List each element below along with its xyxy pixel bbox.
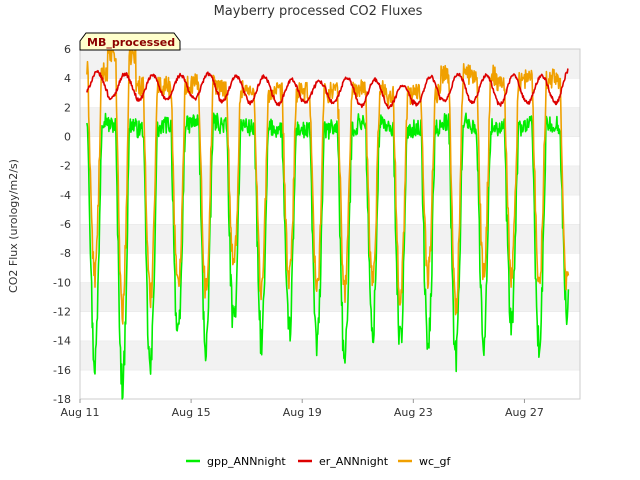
grid-band — [80, 165, 580, 195]
legend-entry: er_ANNnight — [319, 455, 389, 468]
y-tick-label: -8 — [60, 247, 71, 260]
y-tick-label: 6 — [64, 43, 71, 56]
y-axis-ticks: -18 -16 -14 -12 -10 -8 -6 -4 -2 0 2 4 6 — [53, 43, 71, 406]
x-tick-label: Aug 19 — [283, 406, 322, 419]
grid-band — [80, 136, 580, 166]
grid-band — [80, 369, 580, 399]
y-tick-label: -10 — [53, 276, 71, 289]
y-tick-label: -12 — [53, 306, 71, 319]
grid-band — [80, 282, 580, 312]
grid-band — [80, 194, 580, 224]
y-tick-label: -6 — [60, 218, 71, 231]
series-line-gpp-annnight — [86, 112, 570, 400]
x-tick-label: Aug 27 — [505, 406, 544, 419]
legend-entry: wc_gf — [419, 455, 452, 468]
grid-band — [80, 253, 580, 283]
y-tick-label: -16 — [53, 364, 71, 377]
y-tick-label: 0 — [64, 131, 71, 144]
series-line-wc-gf — [86, 48, 570, 325]
y-tick-label: -18 — [53, 393, 71, 406]
plot-border — [79, 48, 581, 400]
y-tick-label: -4 — [60, 189, 71, 202]
y-tick-label: -2 — [60, 160, 71, 173]
chart-title: Mayberry processed CO2 Fluxes — [214, 4, 423, 19]
y-tick-label: 4 — [64, 72, 71, 85]
legend: gpp_ANNnight er_ANNnight wc_gf — [186, 455, 452, 468]
series-line-er-annnight — [86, 68, 569, 110]
series-layer — [86, 48, 570, 400]
grid-band — [80, 49, 580, 79]
x-tick-label: Aug 23 — [394, 406, 433, 419]
x-tick-label: Aug 11 — [61, 406, 100, 419]
x-axis-ticks: Aug 11 Aug 15 Aug 19 Aug 23 Aug 27 — [61, 399, 544, 419]
x-tick-label: Aug 15 — [172, 406, 211, 419]
grid-band — [80, 340, 580, 370]
processed-badge: MB_processed — [79, 32, 181, 51]
y-tick-label: 2 — [64, 101, 71, 114]
legend-entry: gpp_ANNnight — [207, 455, 286, 468]
grid-band — [80, 311, 580, 341]
y-tick-label: -14 — [53, 335, 71, 348]
y-axis-label: CO2 Flux (urology/m2/s) — [7, 159, 20, 293]
grid-band — [80, 224, 580, 254]
badge-label: MB_processed — [87, 36, 175, 49]
